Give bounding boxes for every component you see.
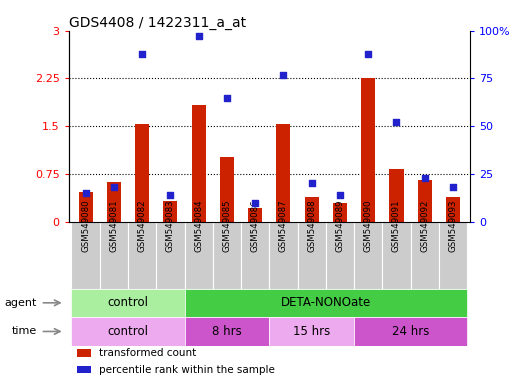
Bar [276, 124, 290, 222]
Text: GSM549091: GSM549091 [392, 199, 401, 252]
Point [251, 200, 259, 206]
Text: GSM549093: GSM549093 [448, 199, 457, 252]
Point [81, 190, 90, 196]
FancyBboxPatch shape [213, 222, 241, 288]
Bar [163, 201, 177, 222]
Point [110, 184, 118, 190]
Text: time: time [11, 326, 36, 336]
FancyBboxPatch shape [71, 222, 100, 288]
Text: GSM549085: GSM549085 [222, 199, 231, 252]
FancyBboxPatch shape [354, 222, 382, 288]
FancyBboxPatch shape [411, 222, 439, 288]
Bar [333, 203, 347, 222]
FancyBboxPatch shape [184, 317, 269, 346]
Text: GDS4408 / 1422311_a_at: GDS4408 / 1422311_a_at [69, 16, 246, 30]
Text: GSM549080: GSM549080 [81, 199, 90, 252]
Bar [107, 182, 121, 222]
Text: GSM549086: GSM549086 [251, 199, 260, 252]
Point [449, 184, 457, 190]
Text: GSM549092: GSM549092 [420, 199, 429, 252]
Bar [389, 169, 403, 222]
Bar [305, 197, 319, 222]
Text: control: control [108, 325, 148, 338]
FancyBboxPatch shape [71, 288, 184, 317]
FancyBboxPatch shape [269, 222, 298, 288]
FancyBboxPatch shape [184, 222, 213, 288]
Point [364, 51, 372, 57]
Text: GSM549082: GSM549082 [138, 199, 147, 252]
Point [223, 94, 231, 101]
FancyBboxPatch shape [241, 222, 269, 288]
Bar [135, 124, 149, 222]
Text: GSM549081: GSM549081 [109, 199, 118, 252]
FancyBboxPatch shape [354, 317, 467, 346]
Point [279, 71, 288, 78]
Text: GSM549088: GSM549088 [307, 199, 316, 252]
Point [307, 180, 316, 187]
Text: percentile rank within the sample: percentile rank within the sample [99, 364, 275, 374]
Bar [446, 197, 460, 222]
FancyBboxPatch shape [128, 222, 156, 288]
FancyBboxPatch shape [298, 222, 326, 288]
Bar [77, 366, 91, 373]
Text: GSM549089: GSM549089 [335, 199, 344, 252]
FancyBboxPatch shape [156, 222, 184, 288]
Point [336, 192, 344, 198]
Point [138, 51, 146, 57]
Point [392, 119, 401, 126]
Bar [220, 157, 234, 222]
Bar [361, 78, 375, 222]
Text: 15 hrs: 15 hrs [293, 325, 331, 338]
Bar [77, 349, 91, 357]
Text: transformed count: transformed count [99, 348, 196, 358]
Text: GSM549087: GSM549087 [279, 199, 288, 252]
Text: GSM549083: GSM549083 [166, 199, 175, 252]
Point [194, 33, 203, 40]
FancyBboxPatch shape [382, 222, 411, 288]
Point [166, 192, 175, 198]
Text: control: control [108, 296, 148, 310]
Text: GSM549090: GSM549090 [364, 199, 373, 252]
FancyBboxPatch shape [100, 222, 128, 288]
Bar [192, 104, 206, 222]
FancyBboxPatch shape [269, 317, 354, 346]
Text: 24 hrs: 24 hrs [392, 325, 429, 338]
Bar [79, 192, 92, 222]
FancyBboxPatch shape [71, 317, 184, 346]
Text: 8 hrs: 8 hrs [212, 325, 242, 338]
Bar [418, 180, 432, 222]
FancyBboxPatch shape [439, 222, 467, 288]
Bar [248, 208, 262, 222]
Text: GSM549084: GSM549084 [194, 199, 203, 252]
Text: agent: agent [4, 298, 36, 308]
Point [420, 175, 429, 181]
FancyBboxPatch shape [184, 288, 467, 317]
Text: DETA-NONOate: DETA-NONOate [281, 296, 371, 310]
FancyBboxPatch shape [326, 222, 354, 288]
